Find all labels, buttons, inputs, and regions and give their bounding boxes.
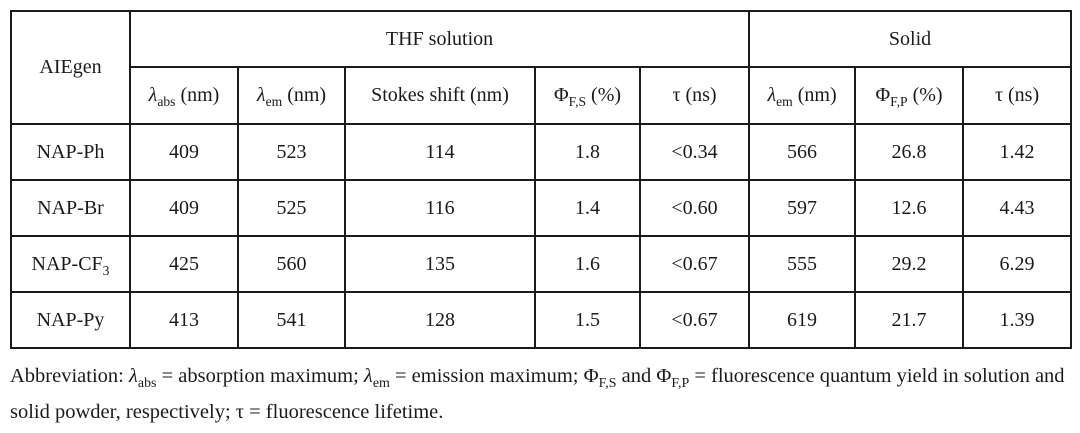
cell-tau-thf: <0.60 xyxy=(638,179,751,237)
cell-lambda-em-solid: 555 xyxy=(748,235,857,293)
cell-tau-solid: 6.29 xyxy=(962,235,1073,293)
row-label: NAP-Ph xyxy=(10,123,131,181)
cell-phi-fs: 1.5 xyxy=(534,291,641,349)
table-footnote: Abbreviation: λabs = absorption maximum;… xyxy=(10,365,1065,423)
cell-stokes-shift: 128 xyxy=(344,291,536,349)
cell-stokes-shift: 116 xyxy=(344,179,536,237)
cell-phi-fp: 29.2 xyxy=(854,235,965,293)
cell-phi-fs: 1.4 xyxy=(534,179,641,237)
table-row-nap-cf3: NAP-CF3 425 560 135 1.6 <0.67 555 29.2 6… xyxy=(10,235,1073,293)
group-header-row: AIEgen THF solution Solid xyxy=(10,10,1073,125)
table-row-nap-br: NAP-Br 409 525 116 1.4 <0.60 597 12.6 4.… xyxy=(10,179,1073,237)
cell-phi-fp: 26.8 xyxy=(854,123,965,181)
cell-lambda-abs: 425 xyxy=(129,235,239,293)
cell-lambda-em-solid: 619 xyxy=(748,291,857,349)
cell-tau-solid: 1.39 xyxy=(962,291,1073,349)
col-header-lambda-em-thf: λem (nm) xyxy=(237,66,346,125)
cell-lambda-em-thf: 523 xyxy=(237,123,346,181)
cell-lambda-em-thf: 560 xyxy=(237,235,346,293)
col-header-tau-thf: τ (ns) xyxy=(638,66,751,125)
cell-lambda-em-thf: 525 xyxy=(237,179,346,237)
col-header-lambda-em-solid: λem (nm) xyxy=(748,66,857,125)
cell-lambda-abs: 409 xyxy=(129,179,239,237)
group-header-solid: Solid xyxy=(748,10,1073,68)
cell-lambda-abs: 409 xyxy=(129,123,239,181)
cell-tau-thf: <0.67 xyxy=(638,235,751,293)
col-header-phi-fp: ΦF,P (%) xyxy=(854,66,965,125)
row-label: NAP-Py xyxy=(10,291,131,349)
table-row-nap-py: NAP-Py 413 541 128 1.5 <0.67 619 21.7 1.… xyxy=(10,291,1073,349)
cell-lambda-em-solid: 597 xyxy=(748,179,857,237)
row-label: NAP-Br xyxy=(10,179,131,237)
cell-tau-solid: 4.43 xyxy=(962,179,1073,237)
col-header-lambda-abs: λabs (nm) xyxy=(129,66,239,125)
row-label: NAP-CF3 xyxy=(10,235,131,293)
cell-stokes-shift: 135 xyxy=(344,235,536,293)
cell-stokes-shift: 114 xyxy=(344,123,536,181)
cell-phi-fp: 21.7 xyxy=(854,291,965,349)
group-header-thf-solution: THF solution xyxy=(128,10,751,68)
col-header-phi-fs: ΦF,S (%) xyxy=(534,66,641,125)
cell-tau-thf: <0.67 xyxy=(638,291,751,349)
cell-phi-fp: 12.6 xyxy=(854,179,965,237)
corner-header-aiegen: AIEgen xyxy=(10,10,131,125)
cell-tau-thf: <0.34 xyxy=(638,123,751,181)
cell-lambda-abs: 413 xyxy=(129,291,239,349)
cell-tau-solid: 1.42 xyxy=(962,123,1073,181)
cell-lambda-em-solid: 566 xyxy=(748,123,857,181)
subheader-row: λabs (nm) λem (nm) Stokes shift (nm) ΦF,… xyxy=(11,66,1073,125)
photophysical-data-table: AIEgen THF solution Solid λabs (nm) λem … xyxy=(10,10,1073,349)
cell-phi-fs: 1.6 xyxy=(534,235,641,293)
col-header-stokes-shift: Stokes shift (nm) xyxy=(344,66,536,125)
col-header-tau-solid: τ (ns) xyxy=(962,66,1073,125)
cell-lambda-em-thf: 541 xyxy=(237,291,346,349)
cell-phi-fs: 1.8 xyxy=(534,123,641,181)
table-row-nap-ph: NAP-Ph 409 523 114 1.8 <0.34 566 26.8 1.… xyxy=(10,123,1073,181)
